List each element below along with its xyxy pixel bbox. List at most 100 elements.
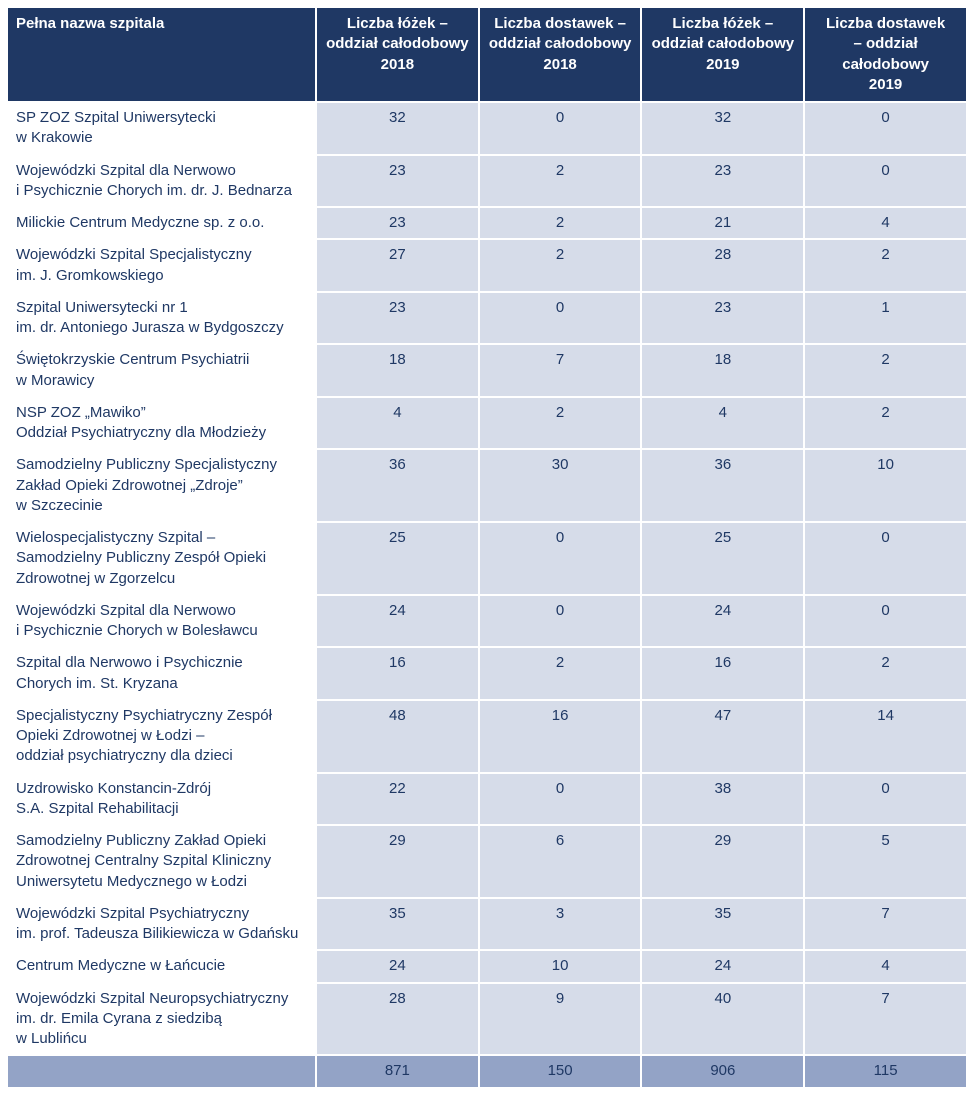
- column-header-extra-beds-2019: Liczba dostawek – oddział całodobowy 201…: [803, 6, 968, 103]
- value-cell: 40: [640, 981, 806, 1057]
- value-cell: 4: [640, 395, 806, 451]
- value-cell: 0: [803, 593, 968, 649]
- table-row: SP ZOZ Szpital Uniwersytecki w Krakowie 3…: [6, 101, 968, 156]
- value-cell: 23: [315, 205, 480, 241]
- table-header: Pełna nazwa szpitala Liczba łóżek – oddz…: [6, 6, 968, 103]
- hospital-beds-table: Pełna nazwa szpitala Liczba łóżek – oddz…: [6, 6, 968, 1089]
- value-cell: 0: [477, 593, 643, 649]
- table-row: Milickie Centrum Medyczne sp. z o.o. 23 2 2…: [6, 205, 968, 241]
- value-cell: 0: [477, 290, 643, 346]
- value-cell: 32: [640, 101, 806, 156]
- table-row: Samodzielny Publiczny Zakład Opieki Zdro…: [6, 824, 968, 899]
- table-row: Szpital Uniwersytecki nr 1 im. dr. Anton…: [6, 290, 968, 346]
- value-cell: 16: [640, 646, 806, 701]
- hospital-name-cell: Szpital Uniwersytecki nr 1 im. dr. Anton…: [6, 290, 317, 346]
- totals-empty-cell: [6, 1054, 317, 1089]
- table-row: Wojewódzki Szpital Psychiatryczny im. pr…: [6, 896, 968, 952]
- hospital-name-cell: Centrum Medyczne w Łańcucie: [6, 949, 317, 984]
- value-cell: 48: [315, 698, 480, 774]
- value-cell: 36: [315, 448, 480, 523]
- value-cell: 18: [640, 343, 806, 398]
- value-cell: 30: [477, 448, 643, 523]
- value-cell: 24: [315, 949, 480, 984]
- value-cell: 36: [640, 448, 806, 523]
- value-cell: 3: [477, 896, 643, 952]
- value-cell: 0: [803, 153, 968, 208]
- value-cell: 23: [640, 290, 806, 346]
- table-footer: 871 150 906 115: [6, 1054, 968, 1089]
- value-cell: 32: [315, 101, 480, 156]
- value-cell: 14: [803, 698, 968, 774]
- table-row: Wielospecjalistyczny Szpital – Samodziel…: [6, 521, 968, 596]
- table-row: Wojewódzki Szpital dla Nerwowo i Psychic…: [6, 593, 968, 649]
- value-cell: 4: [803, 205, 968, 241]
- table-row: Wojewódzki Szpital dla Nerwowo i Psychic…: [6, 153, 968, 208]
- value-cell: 2: [803, 395, 968, 451]
- hospital-name-cell: Samodzielny Publiczny Zakład Opieki Zdro…: [6, 824, 317, 899]
- table-row: Świętokrzyskie Centrum Psychiatrii w Mor…: [6, 343, 968, 398]
- value-cell: 2: [803, 343, 968, 398]
- value-cell: 0: [477, 521, 643, 596]
- header-row: Pełna nazwa szpitala Liczba łóżek – oddz…: [6, 6, 968, 103]
- column-header-hospital-name: Pełna nazwa szpitala: [6, 6, 317, 103]
- value-cell: 2: [803, 646, 968, 701]
- value-cell: 0: [477, 101, 643, 156]
- hospital-name-cell: Świętokrzyskie Centrum Psychiatrii w Mor…: [6, 343, 317, 398]
- hospital-name-cell: Uzdrowisko Konstancin-Zdrój S.A. Szpital…: [6, 771, 317, 826]
- value-cell: 27: [315, 238, 480, 293]
- table-row: NSP ZOZ „Mawiko” Oddział Psychiatryczny …: [6, 395, 968, 451]
- value-cell: 29: [315, 824, 480, 899]
- hospital-name-cell: SP ZOZ Szpital Uniwersytecki w Krakowie: [6, 101, 317, 156]
- value-cell: 24: [640, 949, 806, 984]
- value-cell: 7: [477, 343, 643, 398]
- value-cell: 0: [803, 101, 968, 156]
- table-row: Uzdrowisko Konstancin-Zdrój S.A. Szpital…: [6, 771, 968, 826]
- value-cell: 29: [640, 824, 806, 899]
- value-cell: 0: [803, 771, 968, 826]
- value-cell: 7: [803, 896, 968, 952]
- hospital-name-cell: Wojewódzki Szpital Psychiatryczny im. pr…: [6, 896, 317, 952]
- value-cell: 6: [477, 824, 643, 899]
- hospital-name-cell: Wojewódzki Szpital dla Nerwowo i Psychic…: [6, 593, 317, 649]
- hospital-name-cell: Szpital dla Nerwowo i Psychicznie Choryc…: [6, 646, 317, 701]
- value-cell: 2: [477, 153, 643, 208]
- value-cell: 2: [803, 238, 968, 293]
- value-cell: 23: [315, 290, 480, 346]
- value-cell: 7: [803, 981, 968, 1057]
- value-cell: 0: [477, 771, 643, 826]
- total-beds-2018: 871: [315, 1054, 480, 1089]
- hospital-name-cell: Wojewódzki Szpital Neuropsychiatryczny i…: [6, 981, 317, 1057]
- totals-row: 871 150 906 115: [6, 1054, 968, 1089]
- value-cell: 28: [315, 981, 480, 1057]
- value-cell: 16: [477, 698, 643, 774]
- value-cell: 18: [315, 343, 480, 398]
- value-cell: 35: [640, 896, 806, 952]
- column-header-beds-2018: Liczba łóżek – oddział całodobowy 2018: [315, 6, 480, 103]
- value-cell: 4: [315, 395, 480, 451]
- table-row: Wojewódzki Szpital Neuropsychiatryczny i…: [6, 981, 968, 1057]
- value-cell: 25: [640, 521, 806, 596]
- table-row: Specjalistyczny Psychiatryczny Zespół Op…: [6, 698, 968, 774]
- value-cell: 9: [477, 981, 643, 1057]
- total-beds-2019: 906: [640, 1054, 806, 1089]
- table-row: Wojewódzki Szpital Specjalistyczny im. J…: [6, 238, 968, 293]
- hospital-name-cell: Specjalistyczny Psychiatryczny Zespół Op…: [6, 698, 317, 774]
- value-cell: 16: [315, 646, 480, 701]
- value-cell: 24: [315, 593, 480, 649]
- column-header-extra-beds-2018: Liczba dostawek – oddział całodobowy 201…: [477, 6, 643, 103]
- value-cell: 35: [315, 896, 480, 952]
- value-cell: 23: [315, 153, 480, 208]
- value-cell: 4: [803, 949, 968, 984]
- table-body: SP ZOZ Szpital Uniwersytecki w Krakowie 3…: [6, 101, 968, 1057]
- hospital-name-cell: NSP ZOZ „Mawiko” Oddział Psychiatryczny …: [6, 395, 317, 451]
- value-cell: 25: [315, 521, 480, 596]
- table-row: Samodzielny Publiczny Specjalistyczny Za…: [6, 448, 968, 523]
- value-cell: 2: [477, 646, 643, 701]
- value-cell: 10: [803, 448, 968, 523]
- value-cell: 2: [477, 395, 643, 451]
- value-cell: 47: [640, 698, 806, 774]
- hospital-name-cell: Milickie Centrum Medyczne sp. z o.o.: [6, 205, 317, 241]
- value-cell: 28: [640, 238, 806, 293]
- column-header-beds-2019: Liczba łóżek – oddział całodobowy 2019: [640, 6, 806, 103]
